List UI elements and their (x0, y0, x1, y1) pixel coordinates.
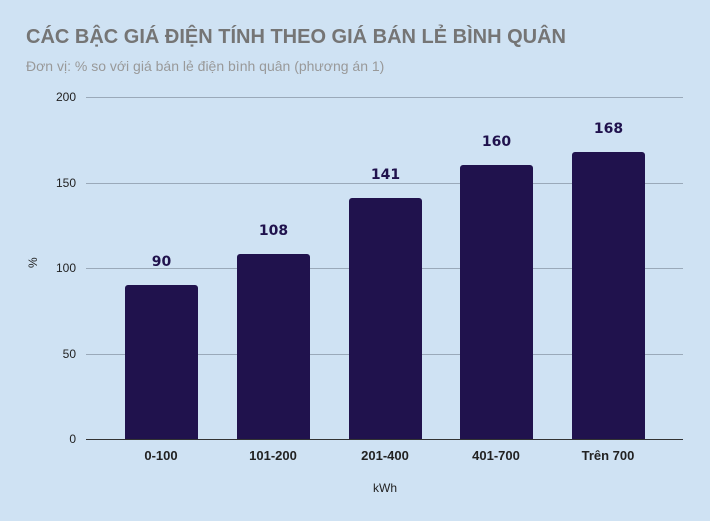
data-label: 108 (258, 223, 289, 240)
bar-tren-700 (572, 151, 645, 439)
x-tick-label: 101-200 (249, 448, 297, 463)
y-tick-150: 150 (55, 175, 76, 190)
data-label: 168 (593, 120, 624, 137)
chart-title: CÁC BẬC GIÁ ĐIỆN TÍNH THEO GIÁ BÁN LẺ BÌ… (26, 26, 566, 48)
bar-201-400 (349, 197, 422, 439)
y-tick-100: 100 (55, 261, 76, 275)
plot-area: 200 150 100 50 0 90 108 141 160 168 (56, 90, 683, 446)
bar-101-200 (237, 254, 310, 439)
gridline-200 (86, 97, 683, 98)
gridline-150 (86, 182, 683, 184)
y-tick-50: 50 (62, 346, 76, 361)
x-tick-label: Trên 700 (581, 448, 635, 463)
data-label: 160 (481, 134, 512, 151)
data-label: 141 (370, 166, 401, 183)
x-tick-label: 0-100 (144, 448, 178, 463)
x-tick-label: 401-700 (472, 448, 520, 463)
bar-0-100 (125, 285, 198, 439)
y-tick-0: 0 (69, 432, 76, 446)
x-axis-label: kWh (373, 481, 397, 495)
bar-401-700 (460, 165, 533, 439)
x-tick-label: 201-400 (361, 448, 409, 463)
y-tick-200: 200 (55, 90, 76, 104)
chart-subtitle: Đơn vị: % so với giá bán lẻ điện bình qu… (26, 58, 385, 74)
data-label: 90 (151, 254, 172, 271)
x-axis-line (86, 439, 683, 440)
